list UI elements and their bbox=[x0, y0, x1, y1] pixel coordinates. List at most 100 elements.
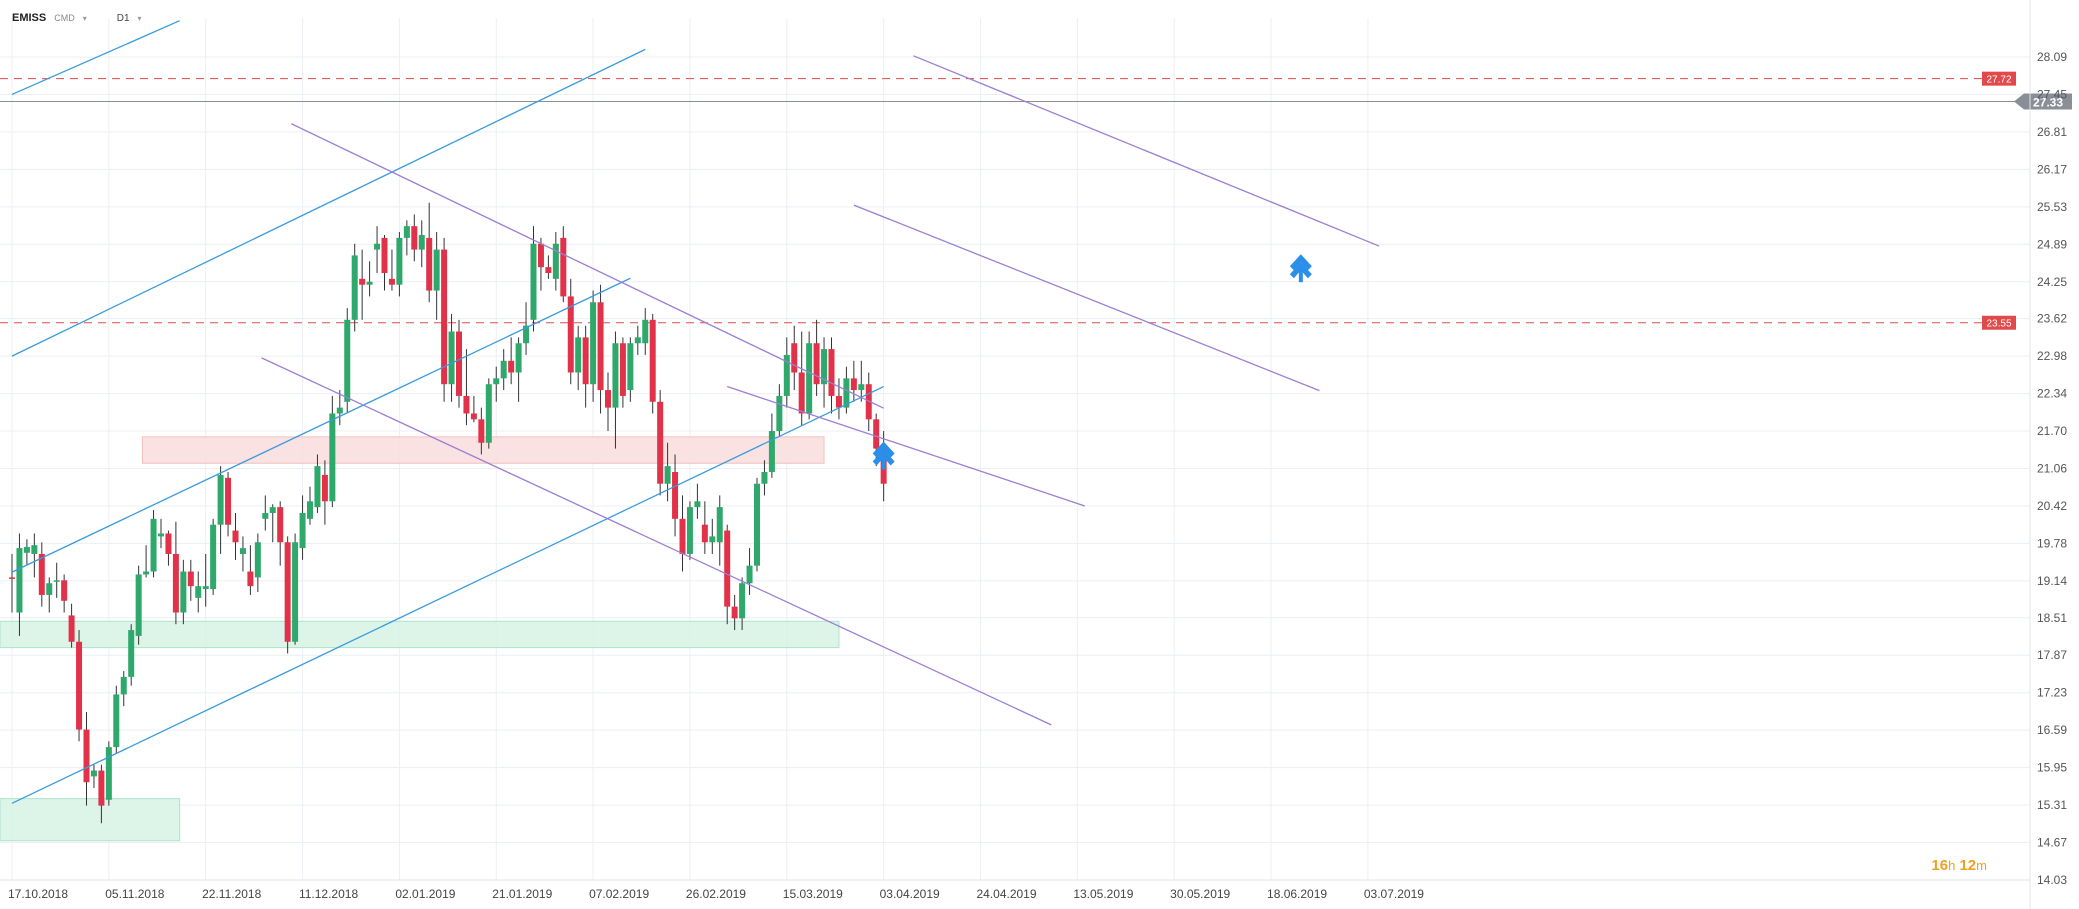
y-tick-label: 17.87 bbox=[2037, 648, 2067, 662]
candle-bull bbox=[709, 536, 716, 543]
candle-bull bbox=[739, 583, 746, 619]
candle-bear bbox=[61, 580, 68, 601]
candle-bull bbox=[239, 548, 246, 554]
candle-bull bbox=[776, 395, 783, 432]
purple-channel-1-lower-ext bbox=[726, 385, 1086, 507]
candle-bull bbox=[269, 507, 276, 513]
candle-bear bbox=[321, 474, 328, 502]
candle-bull bbox=[761, 472, 768, 484]
candle-bull bbox=[46, 583, 53, 595]
purple-channel-1-upper bbox=[291, 123, 884, 409]
candle-bear bbox=[388, 278, 395, 285]
y-tick-label: 26.81 bbox=[2037, 125, 2067, 139]
candle-bull bbox=[515, 343, 522, 373]
candle-bull bbox=[403, 226, 410, 238]
candle-bear bbox=[619, 343, 626, 396]
level-label: 27.72 bbox=[1986, 75, 2011, 86]
timer-hours-unit: h bbox=[1948, 858, 1956, 873]
x-tick-label: 03.07.2019 bbox=[1364, 887, 1424, 901]
candle-bull bbox=[433, 249, 440, 291]
candle-bull bbox=[23, 546, 30, 553]
y-tick-label: 15.31 bbox=[2037, 798, 2067, 812]
y-tick-label: 27.45 bbox=[2037, 87, 2067, 101]
y-tick-label: 17.23 bbox=[2037, 686, 2067, 700]
y-tick-label: 24.89 bbox=[2037, 237, 2067, 251]
candle-bear bbox=[835, 395, 842, 408]
candle-bear bbox=[247, 571, 254, 587]
candle-bear bbox=[68, 615, 75, 642]
chevron-down-icon[interactable]: ▾ bbox=[137, 13, 142, 23]
blue-channel-lower bbox=[11, 385, 884, 804]
candle-bull bbox=[217, 474, 224, 525]
x-tick-label: 02.01.2019 bbox=[395, 887, 455, 901]
candle-bull bbox=[90, 770, 97, 777]
current-price-tag bbox=[2014, 93, 2072, 110]
candle-bull bbox=[686, 507, 693, 554]
zones bbox=[0, 436, 840, 842]
candle-bull bbox=[292, 542, 299, 642]
level-tag bbox=[1982, 71, 2016, 86]
buy-signal-arrow-1 bbox=[872, 441, 895, 470]
candle-bear bbox=[426, 237, 433, 291]
candle-bull bbox=[590, 302, 597, 385]
y-tick-label: 21.70 bbox=[2037, 424, 2067, 438]
candle-bull bbox=[135, 574, 142, 636]
timer-minutes: 12 bbox=[1959, 857, 1977, 874]
x-tick-label: 26.02.2019 bbox=[686, 887, 746, 901]
candle-bull bbox=[351, 255, 358, 320]
candle-bear bbox=[582, 337, 589, 385]
candle-bull bbox=[366, 281, 373, 285]
x-tick-label: 03.04.2019 bbox=[880, 887, 940, 901]
candle-bear bbox=[463, 395, 470, 414]
purple-channel-1-lower bbox=[261, 357, 1052, 726]
candle-bull bbox=[113, 694, 120, 748]
candle-bull bbox=[493, 378, 500, 385]
candle-bear bbox=[791, 343, 798, 373]
candle-bull bbox=[821, 349, 828, 385]
symbol-label[interactable]: EMISS bbox=[12, 12, 47, 24]
candle-bull bbox=[627, 343, 634, 391]
candle-bull bbox=[530, 243, 537, 320]
candle-bear bbox=[537, 243, 544, 268]
x-tick-label: 05.11.2018 bbox=[105, 887, 164, 901]
candle-bear bbox=[649, 319, 656, 402]
blue-channel-middle bbox=[11, 277, 631, 573]
chevron-down-icon[interactable]: ▾ bbox=[82, 13, 87, 23]
y-tick-label: 16.59 bbox=[2037, 723, 2067, 737]
y-tick-label: 19.14 bbox=[2037, 574, 2067, 588]
candles bbox=[9, 202, 887, 824]
candle-bull bbox=[120, 676, 127, 695]
candle-bull bbox=[806, 343, 813, 414]
candle-bear bbox=[172, 553, 179, 613]
trendlines bbox=[11, 20, 1380, 804]
candle-bear bbox=[828, 349, 835, 396]
candle-bear bbox=[441, 249, 448, 385]
candle-bull bbox=[105, 747, 112, 800]
chart-header: EMISS CMD ▾ D1 ▾ bbox=[12, 12, 142, 24]
candle-bear bbox=[83, 729, 90, 783]
candle-bull bbox=[858, 384, 865, 391]
candle-bear bbox=[657, 401, 664, 484]
candle-bear bbox=[232, 530, 239, 543]
candle-bear bbox=[284, 542, 291, 642]
x-tick-label: 30.05.2019 bbox=[1170, 887, 1230, 901]
candle-bear bbox=[813, 343, 820, 385]
current-price-label: 27.33 bbox=[2033, 95, 2063, 109]
candle-bull bbox=[329, 413, 336, 502]
market-label[interactable]: CMD bbox=[54, 13, 75, 23]
candle-bull bbox=[694, 501, 701, 508]
y-tick-label: 21.06 bbox=[2037, 462, 2067, 476]
candle-bull bbox=[768, 431, 775, 473]
candle-bear bbox=[605, 390, 611, 408]
candle-bear bbox=[98, 770, 105, 806]
x-tick-label: 15.03.2019 bbox=[783, 887, 843, 901]
candle-bull bbox=[374, 243, 381, 250]
timeframe-label[interactable]: D1 bbox=[116, 12, 130, 24]
candle-bull bbox=[485, 384, 492, 443]
candle-bear bbox=[456, 331, 462, 396]
arrow-stem bbox=[881, 455, 886, 470]
candle-bull bbox=[143, 571, 150, 575]
